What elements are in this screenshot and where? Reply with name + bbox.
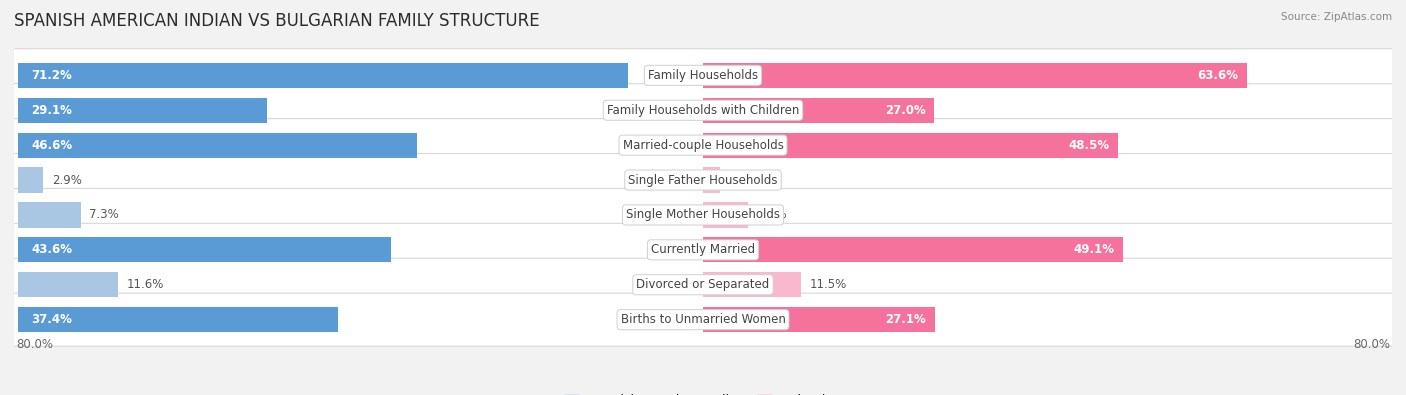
Text: 11.5%: 11.5% [810, 278, 848, 291]
Bar [18, 237, 391, 262]
Bar [703, 307, 935, 332]
Text: 80.0%: 80.0% [15, 338, 53, 351]
Text: Currently Married: Currently Married [651, 243, 755, 256]
FancyBboxPatch shape [11, 188, 1395, 241]
Legend: Spanish American Indian, Bulgarian: Spanish American Indian, Bulgarian [564, 394, 842, 395]
FancyBboxPatch shape [11, 154, 1395, 207]
Text: 5.3%: 5.3% [756, 209, 786, 222]
Text: 49.1%: 49.1% [1074, 243, 1115, 256]
Text: 43.6%: 43.6% [31, 243, 72, 256]
Bar [703, 63, 1247, 88]
Text: 48.5%: 48.5% [1069, 139, 1109, 152]
Text: 29.1%: 29.1% [31, 104, 72, 117]
Text: Single Father Households: Single Father Households [628, 173, 778, 186]
Bar [18, 167, 44, 193]
Bar [703, 167, 720, 193]
Bar [18, 272, 118, 297]
FancyBboxPatch shape [11, 223, 1395, 276]
Text: 80.0%: 80.0% [1353, 338, 1391, 351]
Text: 2.0%: 2.0% [728, 173, 758, 186]
Text: 71.2%: 71.2% [31, 69, 72, 82]
FancyBboxPatch shape [11, 49, 1395, 102]
FancyBboxPatch shape [11, 118, 1395, 172]
Text: Births to Unmarried Women: Births to Unmarried Women [620, 313, 786, 326]
Bar [18, 133, 418, 158]
Text: 63.6%: 63.6% [1198, 69, 1239, 82]
Text: 2.9%: 2.9% [52, 173, 82, 186]
Bar [18, 202, 80, 228]
Bar [703, 237, 1123, 262]
Text: Divorced or Separated: Divorced or Separated [637, 278, 769, 291]
Bar [703, 98, 934, 123]
Text: Married-couple Households: Married-couple Households [623, 139, 783, 152]
Bar [703, 202, 748, 228]
Text: 11.6%: 11.6% [127, 278, 163, 291]
Bar [18, 98, 267, 123]
FancyBboxPatch shape [11, 258, 1395, 311]
Text: Source: ZipAtlas.com: Source: ZipAtlas.com [1281, 12, 1392, 22]
Bar [18, 63, 627, 88]
Text: Single Mother Households: Single Mother Households [626, 209, 780, 222]
Text: Family Households with Children: Family Households with Children [607, 104, 799, 117]
Text: 37.4%: 37.4% [31, 313, 72, 326]
Text: 27.0%: 27.0% [884, 104, 925, 117]
Text: 27.1%: 27.1% [886, 313, 927, 326]
Bar [18, 307, 339, 332]
Bar [703, 272, 801, 297]
Text: 46.6%: 46.6% [31, 139, 72, 152]
FancyBboxPatch shape [11, 293, 1395, 346]
Bar [703, 133, 1118, 158]
FancyBboxPatch shape [11, 84, 1395, 137]
Text: SPANISH AMERICAN INDIAN VS BULGARIAN FAMILY STRUCTURE: SPANISH AMERICAN INDIAN VS BULGARIAN FAM… [14, 12, 540, 30]
Text: 7.3%: 7.3% [90, 209, 120, 222]
Text: Family Households: Family Households [648, 69, 758, 82]
